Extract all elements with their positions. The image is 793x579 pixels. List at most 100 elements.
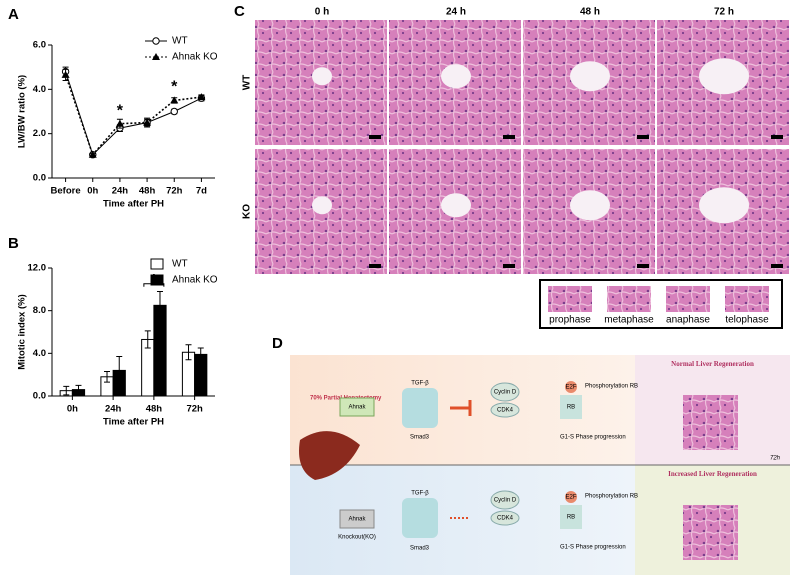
legend-swatch xyxy=(150,258,164,270)
x-tick-label: 7d xyxy=(196,186,207,197)
y-tick-label: 4.0 xyxy=(33,348,46,359)
marker xyxy=(170,107,178,116)
error-bar xyxy=(197,347,204,362)
y-axis-label: Mitotic index (%) xyxy=(17,294,28,369)
x-tick-label: 48h xyxy=(139,186,156,197)
error-bar xyxy=(116,356,123,385)
label: Cyclin D xyxy=(494,390,517,396)
y-axis-label: LW/BW ratio (%) xyxy=(17,75,28,148)
legend-label: WT xyxy=(172,259,188,270)
phase-image xyxy=(666,286,710,312)
legend-marker xyxy=(152,53,160,60)
cyclin xyxy=(490,382,520,402)
error-bar xyxy=(104,370,111,383)
box xyxy=(339,397,375,417)
label: Smad3 xyxy=(410,546,430,552)
phase-image xyxy=(548,286,592,312)
label: Phosphorylation RB xyxy=(585,384,638,390)
rb xyxy=(560,395,582,419)
error-bar xyxy=(185,344,192,361)
row-header: WT xyxy=(242,75,253,91)
chart: B 0.0 4.0 8.0 12.0 0h 24h 48h 72h Time after PH Mi… xyxy=(8,235,218,428)
phase-label: telophase xyxy=(725,315,769,326)
y-tick-label: 0.0 xyxy=(33,391,46,402)
legend-marker xyxy=(152,37,160,45)
label: Phosphorylation RB xyxy=(585,494,638,500)
x-tick-label: 0h xyxy=(87,186,98,197)
x-tick-label: 24h xyxy=(112,186,129,197)
series-line xyxy=(64,74,202,157)
label: E2F xyxy=(565,495,576,501)
label: G1-S Phase progression xyxy=(560,435,626,441)
y-tick-label: 8.0 xyxy=(33,305,46,316)
label: RB xyxy=(567,515,575,521)
y-tick-label: 12.0 xyxy=(28,263,47,274)
annotation: * xyxy=(171,78,178,95)
error-bar xyxy=(75,384,82,395)
marker xyxy=(170,96,179,104)
phase-label: prophase xyxy=(549,315,591,326)
vessel xyxy=(312,196,332,215)
cdk xyxy=(490,402,520,418)
chart: A 0.0 2.0 4.0 6.0 Before 0h 24h 48h 72h 7d Time aft… xyxy=(8,6,218,210)
e2f xyxy=(565,381,577,393)
error-bar xyxy=(63,385,70,396)
scale-bar xyxy=(503,135,515,139)
panel-c: C 0 h 24 h 48 h 72 h WT KO prophase metaphase an… xyxy=(234,3,789,329)
legend-label: WT xyxy=(172,36,188,47)
phase-label: metaphase xyxy=(604,315,654,326)
scale-bar xyxy=(637,135,649,139)
panel-d: D 70% Partial Hepatectomy Ahnak Ahnak Kn… xyxy=(272,335,790,575)
annotation: * xyxy=(117,103,124,120)
label: Cyclin D xyxy=(494,498,517,504)
x-tick-label: Before xyxy=(51,186,81,197)
y-tick-label: 6.0 xyxy=(33,40,46,51)
x-tick-label: 48h xyxy=(146,404,163,415)
column-header: 72 h xyxy=(714,7,734,18)
y-tick-label: 2.0 xyxy=(33,128,46,139)
label: Smad3 xyxy=(410,435,430,441)
column-header: 0 h xyxy=(315,7,329,18)
phase-label: anaphase xyxy=(666,315,710,326)
liver xyxy=(299,431,360,480)
marker xyxy=(143,118,152,126)
result-title: Increased Liver Regeneration xyxy=(668,470,757,478)
label: E2F xyxy=(565,385,576,391)
vessel xyxy=(312,67,332,86)
column-header: 24 h xyxy=(446,7,466,18)
label: TGF-β xyxy=(411,381,429,387)
panel-label: C xyxy=(234,3,245,20)
receptor xyxy=(402,388,438,428)
box xyxy=(339,509,375,529)
marker xyxy=(61,70,70,78)
cyclin xyxy=(490,490,520,510)
x-tick-label: 0h xyxy=(67,404,78,415)
label: CDK4 xyxy=(497,408,514,414)
phase-image xyxy=(607,286,651,312)
vessel xyxy=(699,58,749,95)
scale-bar xyxy=(369,135,381,139)
x-axis-label: Time after PH xyxy=(103,199,164,210)
vessel xyxy=(570,190,610,221)
vessel xyxy=(441,193,471,218)
legend-label: Ahnak KO xyxy=(172,275,218,286)
label: 72h xyxy=(770,456,781,462)
panel-label: A xyxy=(8,6,19,23)
vessel xyxy=(441,64,471,89)
label: CDK4 xyxy=(497,516,514,522)
x-tick-label: 24h xyxy=(105,404,122,415)
scale-bar xyxy=(771,135,783,139)
rb xyxy=(560,505,582,529)
label: G1-S Phase progression xyxy=(560,545,626,551)
tissue xyxy=(683,395,738,450)
scale-bar xyxy=(503,264,515,268)
marker xyxy=(115,119,124,127)
x-axis-label: Time after PH xyxy=(103,417,164,428)
result-title: Normal Liver Regeneration xyxy=(671,360,754,368)
phase-image xyxy=(725,286,769,312)
tissue xyxy=(683,505,738,560)
label: RB xyxy=(567,405,575,411)
series-line xyxy=(65,71,202,156)
label: TGF-β xyxy=(411,491,429,497)
